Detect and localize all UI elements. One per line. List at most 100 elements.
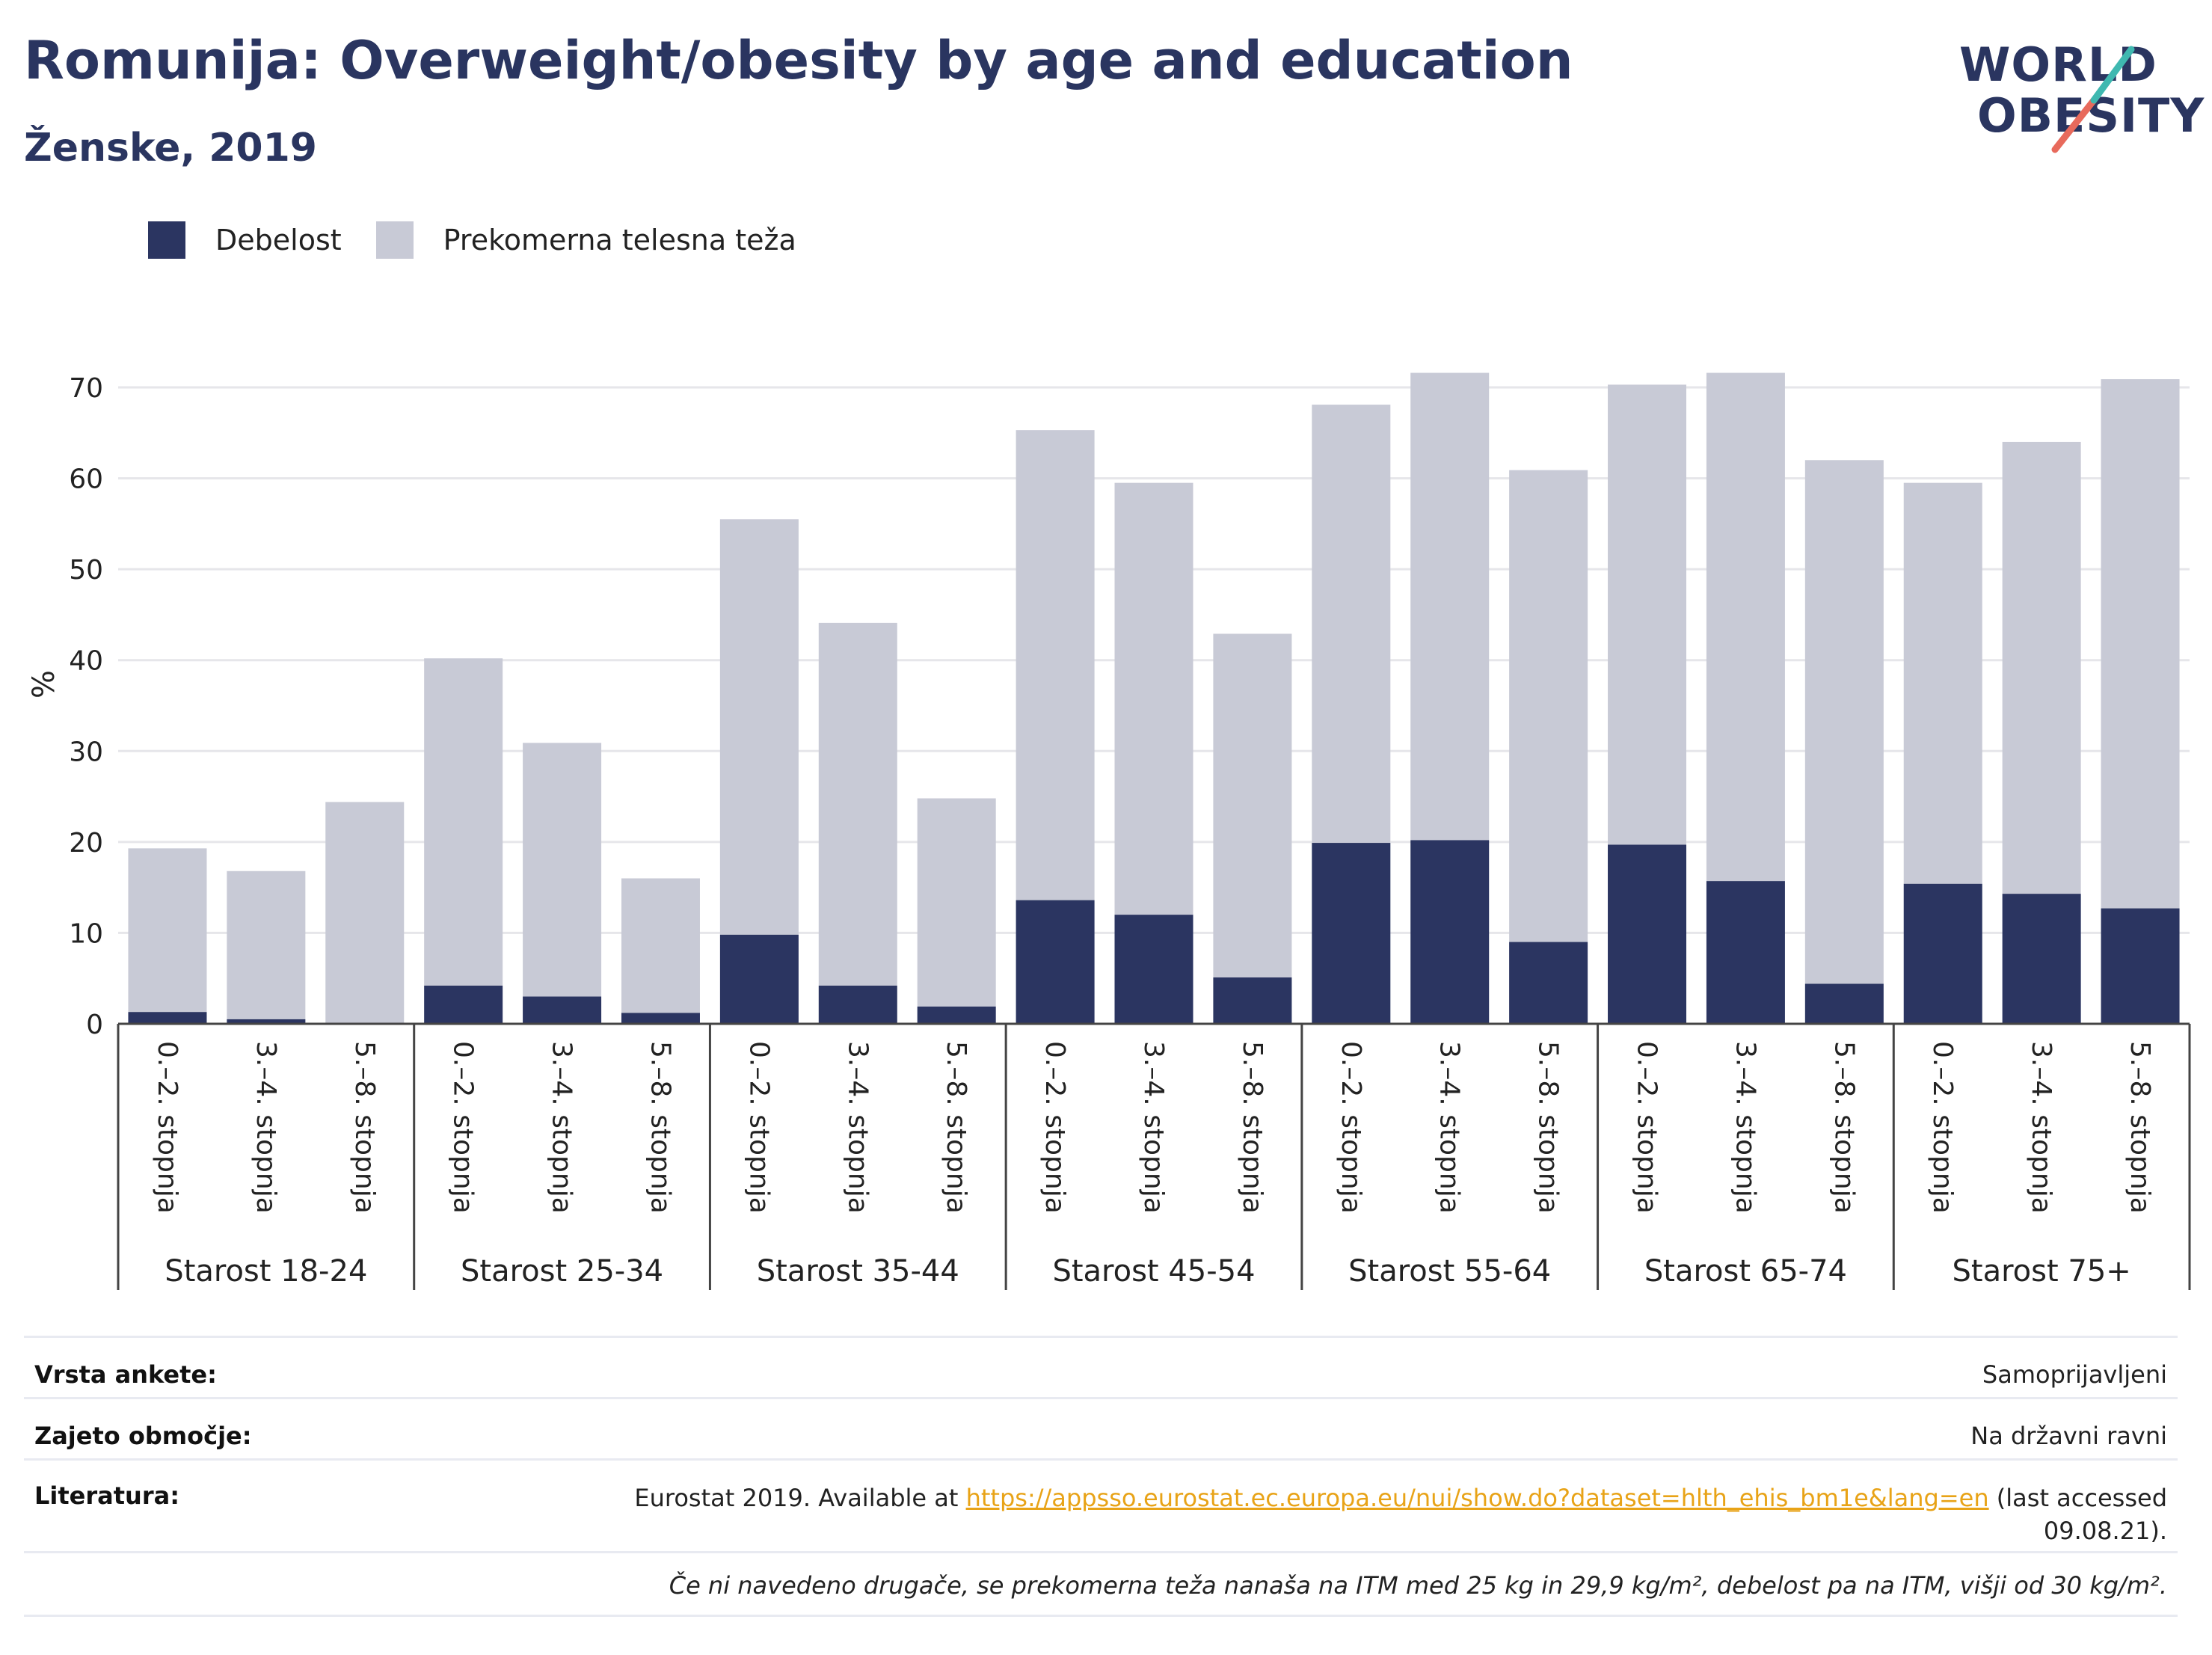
logo-slash-icon — [2051, 46, 2135, 153]
meta-val-literature: Eurostat 2019. Available at https://apps… — [634, 1481, 2167, 1547]
bar-obesity — [2101, 908, 2180, 1024]
bar-obesity — [1312, 843, 1391, 1024]
x-tick-label: 3.–4. stopnja — [251, 1041, 281, 1214]
legend-item-overweight: Prekomerna telesna teža — [375, 221, 796, 259]
bar-overweight — [227, 871, 306, 1019]
meta-row-area: Zajeto območje: Na državni ravni — [24, 1397, 2178, 1461]
meta-row-note: Če ni navedeno drugače, se prekomerna te… — [24, 1551, 2178, 1617]
bar-overweight — [1608, 384, 1687, 845]
group-label: Starost 65-74 — [1644, 1254, 1847, 1289]
bar-overweight — [1903, 482, 1982, 884]
bar-obesity — [227, 1019, 306, 1024]
bar-overweight — [1114, 482, 1193, 915]
x-tick-label: 0.–2. stopnja — [448, 1041, 479, 1214]
meta-row-literature: Literatura: Eurostat 2019. Available at … — [24, 1458, 2178, 1553]
bar-obesity — [1114, 915, 1193, 1024]
bar-obesity — [621, 1013, 700, 1024]
bar-obesity — [128, 1012, 207, 1024]
x-tick-label: 5.–8. stopnja — [349, 1041, 380, 1214]
bar-obesity — [1410, 840, 1490, 1024]
chart-title: Romunija: Overweight/obesity by age and … — [24, 30, 1573, 91]
bar-overweight — [1410, 372, 1490, 841]
meta-row-survey: Vrsta ankete: Samoprijavljeni — [24, 1336, 2178, 1399]
x-tick-label: 5.–8. stopnja — [645, 1041, 675, 1214]
x-tick-label: 0.–2. stopnja — [152, 1041, 182, 1214]
bar-overweight — [1706, 372, 1785, 882]
bar-obesity — [1213, 977, 1292, 1024]
world-obesity-logo: WORLD OBESITY — [1944, 22, 2204, 157]
bar-obesity — [1706, 881, 1785, 1024]
x-tick-label: 0.–2. stopnja — [1336, 1041, 1366, 1214]
y-tick-label: 40 — [69, 646, 103, 677]
x-tick-label: 5.–8. stopnja — [1533, 1041, 1564, 1214]
bar-obesity — [2002, 894, 2081, 1024]
x-tick-label: 3.–4. stopnja — [842, 1041, 873, 1214]
x-tick-label: 3.–4. stopnja — [2026, 1041, 2056, 1214]
y-tick-label: 20 — [69, 828, 103, 859]
group-label: Starost 55-64 — [1348, 1254, 1551, 1289]
definition-note: Če ni navedeno drugače, se prekomerna te… — [669, 1571, 2167, 1600]
x-tick-label: 5.–8. stopnja — [941, 1041, 971, 1214]
literature-suffix: (last accessed — [1988, 1484, 2167, 1512]
bar-overweight — [128, 848, 207, 1013]
bar-overweight — [621, 878, 700, 1013]
bar-overweight — [1804, 460, 1884, 984]
bar-obesity — [1016, 900, 1095, 1024]
meta-key-literature: Literatura: — [34, 1481, 179, 1510]
x-tick-label: 0.–2. stopnja — [743, 1041, 774, 1214]
bar-obesity — [818, 985, 897, 1024]
literature-date: 09.08.21). — [2043, 1517, 2167, 1545]
y-tick-label: 30 — [69, 737, 103, 767]
x-tick-label: 5.–8. stopnja — [1237, 1041, 1268, 1214]
bar-overweight — [424, 658, 503, 986]
bar-overweight — [719, 519, 799, 935]
meta-val-area: Na državni ravni — [1970, 1422, 2167, 1450]
group-label: Starost 18-24 — [165, 1254, 367, 1289]
group-label: Starost 45-54 — [1052, 1254, 1255, 1289]
y-tick-label: 50 — [69, 555, 103, 586]
bar-obesity — [1509, 942, 1588, 1024]
bar-obesity — [424, 985, 503, 1024]
bar-overweight — [818, 622, 897, 986]
bar-obesity — [523, 996, 602, 1024]
bar-obesity — [917, 1006, 996, 1024]
y-tick-label: 10 — [69, 918, 103, 949]
bar-obesity — [1804, 983, 1884, 1024]
x-tick-label: 3.–4. stopnja — [1434, 1041, 1465, 1214]
legend-swatch-overweight — [375, 221, 414, 259]
bar-overweight — [1312, 405, 1391, 844]
x-tick-label: 0.–2. stopnja — [1927, 1041, 1958, 1214]
y-tick-label: 0 — [86, 1010, 103, 1040]
x-tick-label: 0.–2. stopnja — [1632, 1041, 1662, 1214]
x-tick-label: 0.–2. stopnja — [1039, 1041, 1070, 1214]
x-tick-label: 3.–4. stopnja — [547, 1041, 577, 1214]
bar-overweight — [1213, 633, 1292, 977]
y-axis-title: % — [27, 670, 61, 698]
legend-item-obesity: Debelost — [148, 221, 342, 259]
chart-subtitle: Ženske, 2019 — [24, 126, 317, 171]
x-tick-label: 5.–8. stopnja — [1828, 1041, 1859, 1214]
meta-key-survey: Vrsta ankete: — [34, 1360, 217, 1389]
bar-overweight — [325, 802, 405, 1024]
legend-swatch-obesity — [148, 221, 185, 259]
x-tick-label: 5.–8. stopnja — [2125, 1041, 2155, 1214]
bar-overweight — [523, 743, 602, 997]
literature-prefix: Eurostat 2019. Available at — [634, 1484, 966, 1512]
group-label: Starost 25-34 — [461, 1254, 663, 1289]
legend-label-overweight: Prekomerna telesna teža — [443, 224, 796, 257]
bar-obesity — [1903, 883, 1982, 1024]
meta-val-survey: Samoprijavljeni — [1982, 1360, 2167, 1389]
y-tick-label: 60 — [69, 464, 103, 495]
group-label: Starost 35-44 — [757, 1254, 959, 1289]
meta-key-area: Zajeto območje: — [34, 1422, 252, 1450]
logo-line2: OBESITY — [1977, 88, 2205, 143]
literature-link[interactable]: https://appsso.eurostat.ec.europa.eu/nui… — [965, 1484, 1989, 1512]
group-label: Starost 75+ — [1953, 1254, 2131, 1289]
legend-label-obesity: Debelost — [215, 224, 342, 257]
bar-chart: 0 10 20 30 40 50 60 70% 0.–2. stopnja 3.–4. stopn… — [27, 372, 2191, 1290]
bar-overweight — [1509, 470, 1588, 942]
x-tick-label: 3.–4. stopnja — [1138, 1041, 1169, 1214]
bar-overweight — [2002, 441, 2081, 894]
legend: Debelost Prekomerna telesna teža — [148, 221, 831, 259]
y-tick-label: 70 — [69, 373, 103, 404]
